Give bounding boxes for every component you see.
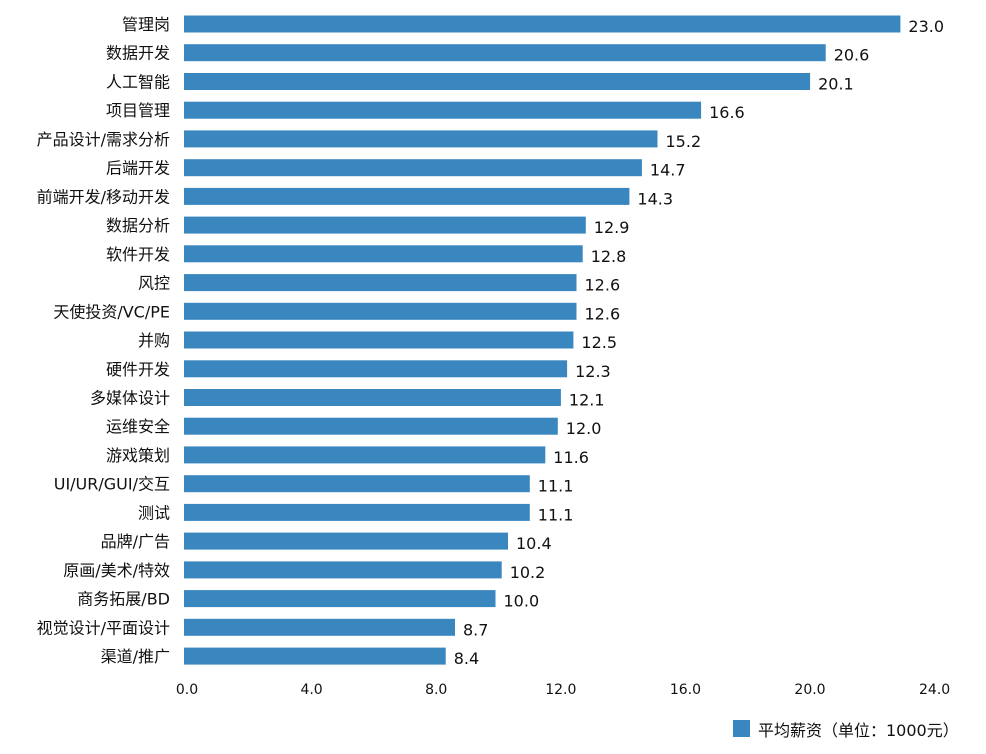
bar — [184, 73, 811, 90]
data-label: 10.0 — [504, 592, 540, 611]
bar — [184, 101, 702, 119]
category-label: 风控 — [138, 274, 170, 293]
bar — [184, 216, 586, 234]
x-tick-label: 24.0 — [919, 682, 950, 698]
bar — [184, 590, 496, 608]
category-label: 天使投资/VC/PE — [53, 302, 170, 321]
bar — [184, 647, 446, 665]
category-label: 管理岗 — [122, 15, 170, 34]
category-labels: 管理岗数据开发人工智能项目管理产品设计/需求分析后端开发前端开发/移动开发数据分… — [37, 15, 170, 666]
data-label: 12.6 — [585, 304, 621, 323]
data-label: 12.1 — [569, 391, 605, 410]
x-tick-label: 12.0 — [545, 682, 576, 698]
data-label: 12.6 — [585, 276, 621, 295]
category-label: 商务拓展/BD — [77, 590, 170, 609]
bar — [184, 274, 577, 292]
bar — [184, 159, 642, 177]
x-axis-tick-labels: 0.0 4.0 8.0 12.0 16.0 20.0 24.0 — [176, 682, 950, 698]
data-label: 12.8 — [591, 247, 627, 266]
bar — [184, 618, 455, 636]
bar — [184, 389, 561, 406]
data-label: 11.1 — [538, 477, 574, 496]
data-label: 20.1 — [818, 75, 854, 94]
bar — [184, 446, 546, 464]
category-label: 前端开发/移动开发 — [37, 187, 170, 206]
category-label: 多媒体设计 — [90, 389, 170, 408]
category-label: 软件开发 — [106, 245, 170, 264]
data-label: 23.0 — [908, 17, 944, 36]
category-label: 后端开发 — [106, 159, 170, 178]
category-label: 视觉设计/平面设计 — [37, 618, 170, 637]
x-tick-label: 0.0 — [176, 682, 198, 698]
legend-label: 平均薪资（单位：1000元） — [758, 721, 959, 740]
x-tick-label: 4.0 — [300, 682, 322, 698]
bar — [184, 130, 658, 148]
data-label: 10.4 — [516, 534, 552, 553]
bar — [184, 302, 577, 320]
x-tick-label: 20.0 — [794, 682, 825, 698]
category-label: 人工智能 — [106, 73, 170, 92]
x-tick-label: 16.0 — [670, 682, 701, 698]
category-label: 运维安全 — [106, 417, 170, 436]
data-label: 20.6 — [834, 46, 870, 65]
category-label: 游戏策划 — [106, 446, 170, 465]
bar — [184, 561, 502, 579]
data-label: 12.3 — [575, 362, 611, 381]
data-label: 8.4 — [454, 649, 479, 668]
bar — [184, 503, 530, 521]
category-label: 测试 — [138, 503, 170, 522]
data-label: 11.1 — [538, 505, 574, 524]
data-label: 15.2 — [666, 132, 702, 151]
category-label: 原画/美术/特效 — [63, 561, 170, 580]
category-label: 产品设计/需求分析 — [37, 130, 170, 149]
category-label: 品牌/广告 — [101, 532, 170, 551]
category-label: 数据开发 — [106, 44, 170, 63]
bar — [184, 475, 530, 493]
data-label: 12.0 — [566, 419, 602, 438]
data-label: 8.7 — [463, 620, 488, 639]
category-label: UI/UR/GUI/交互 — [54, 475, 170, 494]
bar — [184, 331, 574, 349]
data-label: 14.3 — [637, 189, 673, 208]
bar — [184, 360, 568, 378]
bar — [184, 245, 583, 263]
bar — [184, 532, 508, 550]
data-label: 12.9 — [594, 218, 630, 237]
bar — [184, 15, 901, 33]
legend-swatch — [733, 720, 750, 737]
category-label: 项目管理 — [106, 101, 170, 120]
legend: 平均薪资（单位：1000元） — [733, 720, 959, 740]
data-label: 10.2 — [510, 563, 546, 582]
bar — [184, 187, 630, 205]
bar — [184, 44, 826, 62]
category-label: 渠道/推广 — [101, 647, 170, 666]
x-tick-label: 8.0 — [425, 682, 447, 698]
value-labels: 23.0 20.6 20.1 16.6 15.2 14.7 14.3 12.9 12.8 12.6… — [454, 17, 944, 668]
category-label: 并购 — [138, 331, 170, 350]
category-label: 数据分析 — [106, 216, 170, 235]
data-label: 16.6 — [709, 103, 745, 122]
data-label: 14.7 — [650, 161, 686, 180]
data-label: 12.5 — [581, 333, 617, 352]
data-label: 11.6 — [553, 448, 589, 467]
bar — [184, 417, 558, 435]
bars-layer — [184, 15, 901, 665]
category-label: 硬件开发 — [106, 360, 170, 379]
